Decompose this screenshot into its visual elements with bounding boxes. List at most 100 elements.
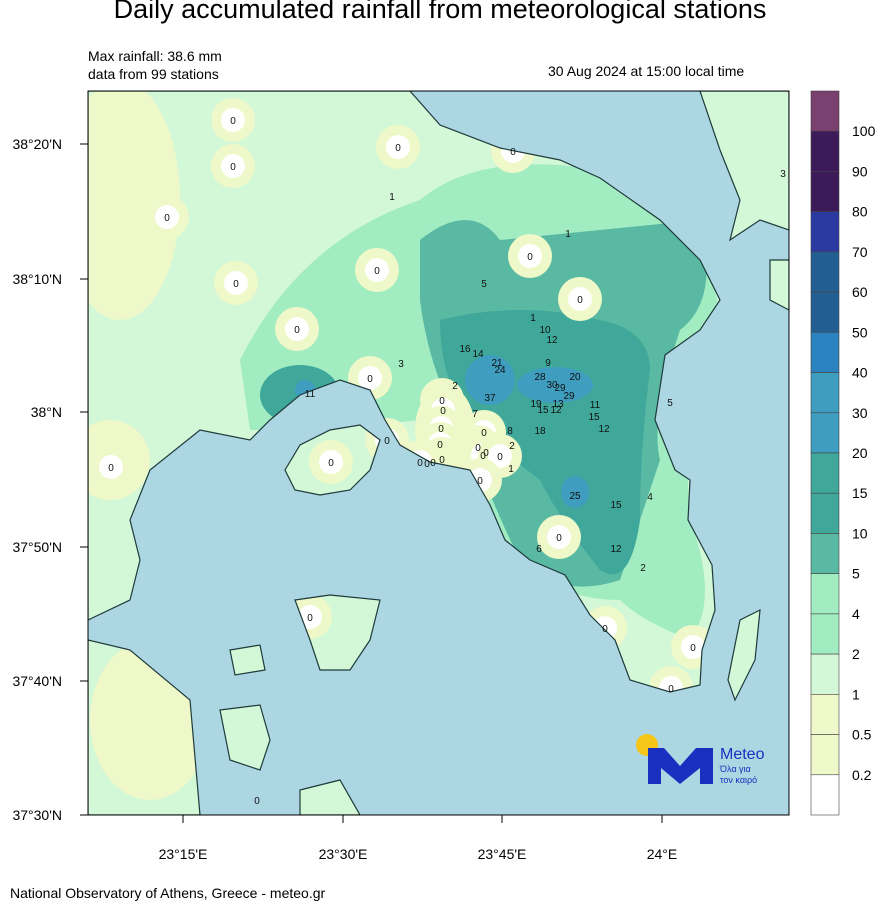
lat-label: 37°50'N [12, 539, 62, 555]
colorbar-label: 1 [852, 686, 860, 702]
station-value: 0 [556, 533, 562, 544]
station-value: 14 [472, 349, 484, 360]
station-value: 0 [475, 443, 481, 454]
station-value: 0 [439, 455, 445, 466]
station-value: 12 [550, 405, 562, 416]
station-value: 13 [552, 399, 564, 410]
station-value: 15 [588, 412, 600, 423]
station-value: 11 [590, 400, 601, 411]
meteo-m-icon [648, 748, 713, 784]
station-value: 0 [668, 684, 674, 695]
stations-count: data from 99 stations [88, 66, 219, 82]
colorbar-label: 40 [852, 365, 868, 381]
colorbar-label: 5 [852, 566, 860, 582]
station-value: 0 [367, 374, 373, 385]
colorbar-label: 4 [852, 606, 860, 622]
colorbar-swatch [810, 332, 840, 373]
colorbar-label: 15 [852, 485, 868, 501]
colorbar-swatch [810, 774, 840, 816]
station-value: 0 [233, 279, 239, 290]
station-value: 8 [507, 426, 513, 437]
colorbar-swatch [810, 90, 840, 132]
station-value: 12 [598, 424, 610, 435]
lat-label: 38°20'N [12, 136, 62, 152]
station-value: 3 [398, 359, 404, 370]
station-value: 0 [417, 458, 423, 469]
station-value: 1 [389, 192, 395, 203]
station-value: 25 [569, 491, 581, 502]
map-title: Daily accumulated rainfall from meteorol… [113, 0, 767, 24]
station-value: 24 [494, 365, 506, 376]
colorbar-label: 80 [852, 204, 868, 220]
station-value: 0 [395, 143, 401, 154]
station-value: 0 [510, 147, 516, 158]
station-value: 0 [577, 295, 583, 306]
lat-label: 37°30'N [12, 807, 62, 823]
station-value: 2 [452, 381, 458, 392]
station-value: 4 [647, 492, 653, 503]
station-value: 21 [491, 358, 503, 369]
station-value: 1 [530, 313, 536, 324]
station-value: 5 [667, 398, 673, 409]
station-value: 0 [437, 440, 443, 451]
max-rainfall: Max rainfall: 38.6 mm [88, 48, 222, 64]
station-value: 0 [230, 162, 236, 173]
colorbar-label: 20 [852, 445, 868, 461]
station-value: 16 [459, 344, 471, 355]
station-value: 7 [472, 409, 478, 420]
colorbar-label: 10 [852, 525, 868, 541]
colorbar-swatch [810, 694, 840, 735]
station-value: 0 [430, 458, 436, 469]
station-value: 0 [328, 458, 334, 469]
station-value: 0 [438, 424, 444, 435]
map-frame [87, 90, 790, 816]
station-value: 2 [640, 563, 646, 574]
station-value: 0 [527, 252, 533, 263]
station-value: 30 [546, 380, 558, 391]
colorbar-swatch [810, 291, 840, 333]
colorbar-label: 50 [852, 324, 868, 340]
station-value: 20 [569, 372, 581, 383]
station-value: 29 [563, 391, 575, 402]
colorbar-swatch [810, 130, 840, 172]
station-value: 0 [164, 213, 170, 224]
lon-label: 23°45'E [478, 846, 527, 862]
station-value: 10 [539, 325, 551, 336]
lat-label: 38°10'N [12, 271, 62, 287]
logo-tagline-1: Όλα για [719, 764, 751, 774]
station-value: 9 [545, 358, 551, 369]
station-value: 0 [602, 624, 608, 635]
station-value: 0 [230, 116, 236, 127]
datetime: 30 Aug 2024 at 15:00 local time [548, 63, 745, 79]
lon-label: 24°E [647, 846, 678, 862]
station-value: 19 [530, 399, 542, 410]
station-value: 0 [480, 451, 486, 462]
colorbar-swatch [810, 412, 840, 454]
station-value: 18 [534, 426, 546, 437]
station-value: 15 [537, 405, 549, 416]
colorbar-label: 0.5 [852, 727, 872, 743]
station-value: 0 [690, 643, 696, 654]
lon-label: 23°30'E [319, 846, 368, 862]
station-value: 12 [610, 544, 622, 555]
colorbar-swatch [810, 533, 840, 574]
colorbar-swatch [810, 734, 840, 776]
station-value: 0 [384, 436, 390, 447]
colorbar-swatch [810, 251, 840, 293]
station-value: 0 [254, 796, 260, 807]
station-value: 3 [780, 169, 786, 180]
colorbar-label: 100 [852, 123, 876, 139]
colorbar-label: 0.2 [852, 767, 872, 783]
station-value: 1 [565, 229, 571, 240]
lat-label: 38°N [31, 404, 62, 420]
colorbar-label: 90 [852, 163, 868, 179]
station-value: 6 [536, 544, 542, 555]
station-value: 0 [374, 266, 380, 277]
colorbar-swatch [810, 613, 840, 655]
lat-label: 37°40'N [12, 673, 62, 689]
station-value: 29 [554, 383, 566, 394]
meteo-logo: Meteo Όλα για τον καιρό [636, 734, 765, 785]
station-value: 0 [294, 325, 300, 336]
colorbar-swatch [810, 492, 840, 534]
